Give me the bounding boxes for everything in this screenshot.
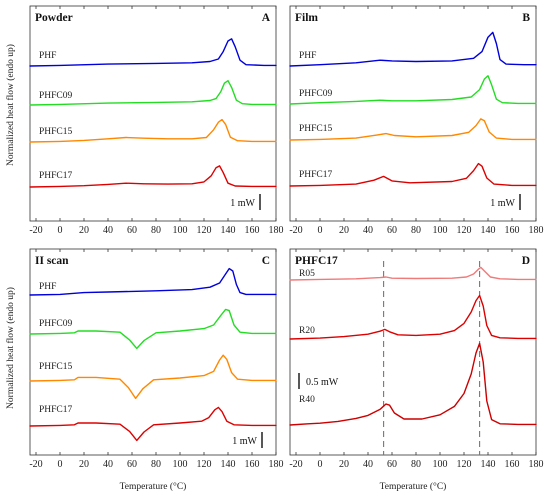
x-tick-label: 60 (387, 459, 397, 470)
x-tick-label: 180 (269, 225, 284, 236)
series-label-phf: PHF (299, 51, 316, 61)
x-tick-label: 180 (269, 459, 284, 470)
x-tick-label: 80 (151, 225, 161, 236)
y-axis-label-top: Normalized heat flow (endo up) (5, 44, 16, 166)
series-line-phfc15 (29, 354, 277, 400)
series-label-phfc17: PHFC17 (299, 170, 333, 180)
panel-c: -20 0 20 40 60 80 100 120 140 160 180 II scan C PHF PH… (29, 248, 284, 470)
panel-letter: C (262, 255, 270, 267)
x-tick-label: -20 (29, 225, 42, 236)
x-tick-label: 140 (481, 225, 496, 236)
panel-title: II scan (35, 255, 69, 267)
x-tick-label: 160 (245, 225, 260, 236)
series-line-r20 (289, 294, 537, 340)
panel-d: -20 0 20 40 60 80 100 120 140 160 180 PHFC17 D R05 R20… (289, 248, 544, 470)
x-tick-label: 140 (221, 459, 236, 470)
series-line-phf (289, 31, 537, 67)
series-line-phfc17 (289, 162, 537, 187)
x-tick-label: 60 (387, 225, 397, 236)
series-label-phfc17: PHFC17 (39, 405, 73, 415)
series-line-phfc15 (289, 118, 537, 141)
series-label-r40: R40 (299, 395, 315, 405)
x-tick-label: -20 (289, 459, 302, 470)
x-tick-label: 160 (245, 459, 260, 470)
x-tick-label: -20 (289, 225, 302, 236)
x-tick-label: 180 (529, 225, 544, 236)
x-tick-label: 60 (127, 459, 137, 470)
x-tick-label: 160 (505, 459, 520, 470)
x-tick-label: 20 (339, 225, 349, 236)
panel-letter: A (262, 12, 271, 24)
scale-bar-label: 1 mW (230, 198, 255, 209)
plot-frame (289, 5, 537, 222)
series-line-phfc17 (29, 406, 277, 442)
panel-letter: B (522, 12, 530, 24)
series-line-phfc09 (29, 308, 277, 350)
series-label-phfc15: PHFC15 (299, 124, 333, 134)
panel-letter: D (522, 255, 530, 267)
scale-bar-label: 1 mW (490, 198, 515, 209)
series-label-r20: R20 (299, 326, 315, 336)
x-tick-label: 0 (318, 225, 323, 236)
series-line-phf (29, 38, 277, 67)
series-line-phfc15 (29, 118, 277, 143)
series-line-phf (29, 267, 277, 296)
x-tick-label: 120 (457, 225, 472, 236)
series-label-phf: PHF (39, 282, 56, 292)
plot-frame (29, 248, 277, 456)
series-line-r05 (289, 266, 537, 281)
x-tick-label: 100 (433, 459, 448, 470)
series-label-phfc09: PHFC09 (299, 89, 333, 99)
series-label-phfc09: PHFC09 (39, 319, 73, 329)
x-tick-label: 120 (457, 459, 472, 470)
x-tick-label: 140 (481, 459, 496, 470)
x-tick-label: 80 (411, 225, 421, 236)
y-axis-label-bottom: Normalized heat flow (endo up) (5, 287, 16, 409)
x-axis-label-left: Temperature (°C) (120, 481, 187, 492)
x-tick-label: 140 (221, 225, 236, 236)
series-label-phfc17: PHFC17 (39, 171, 73, 181)
x-tick-label: 80 (411, 459, 421, 470)
x-tick-label: 20 (79, 225, 89, 236)
series-line-r40 (289, 342, 537, 426)
series-label-phfc15: PHFC15 (39, 362, 73, 372)
plot-frame (289, 248, 537, 456)
series-label-phfc15: PHFC15 (39, 127, 73, 137)
x-tick-label: 0 (58, 225, 63, 236)
panel-a: -20 0 20 40 60 80 100 120 140 160 180 Powder A PHF PHF… (29, 5, 284, 236)
x-tick-label: -20 (29, 459, 42, 470)
x-tick-label: 0 (58, 459, 63, 470)
x-tick-label: 100 (173, 459, 188, 470)
x-tick-label: 40 (363, 459, 373, 470)
x-tick-label: 20 (339, 459, 349, 470)
x-tick-label: 120 (197, 225, 212, 236)
x-tick-label: 80 (151, 459, 161, 470)
panel-b: -20 0 20 40 60 80 100 120 140 160 180 Film B PHF PHFC0… (289, 5, 544, 236)
x-tick-label: 160 (505, 225, 520, 236)
series-line-phfc09 (289, 75, 537, 105)
x-tick-label: 40 (363, 225, 373, 236)
x-tick-label: 120 (197, 459, 212, 470)
x-tick-label: 100 (433, 225, 448, 236)
x-tick-label: 40 (103, 459, 113, 470)
x-tick-label: 180 (529, 459, 544, 470)
x-tick-label: 0 (318, 459, 323, 470)
x-axis-label-right: Temperature (°C) (380, 481, 447, 492)
x-tick-label: 60 (127, 225, 137, 236)
panel-title: Film (295, 12, 318, 24)
scale-bar-label: 0.5 mW (306, 377, 339, 388)
series-label-phfc09: PHFC09 (39, 91, 73, 101)
series-label-r05: R05 (299, 269, 315, 279)
panel-title: Powder (35, 12, 73, 24)
x-tick-label: 100 (173, 225, 188, 236)
scale-bar-label: 1 mW (232, 436, 257, 447)
panel-title: PHFC17 (295, 255, 338, 267)
x-tick-label: 40 (103, 225, 113, 236)
series-line-phfc17 (29, 165, 277, 188)
series-line-phfc09 (29, 80, 277, 106)
x-tick-label: 20 (79, 459, 89, 470)
series-label-phf: PHF (39, 51, 56, 61)
plot-frame (29, 5, 277, 222)
